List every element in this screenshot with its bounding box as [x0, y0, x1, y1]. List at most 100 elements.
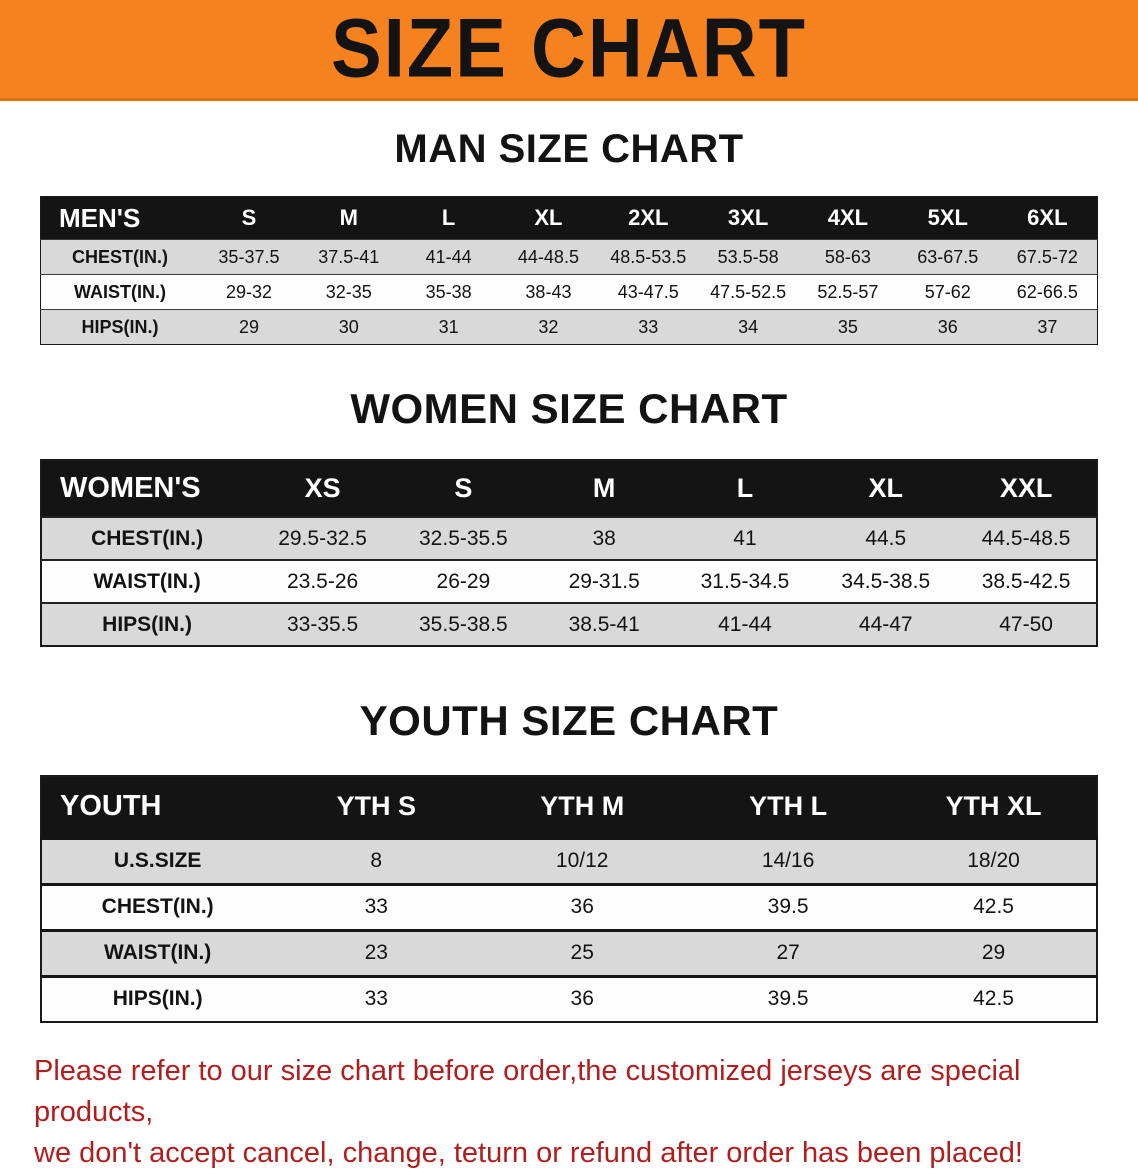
size-header-cell: YTH L — [685, 776, 892, 838]
measurement-cell: 38.5-42.5 — [956, 559, 1097, 603]
measurement-cell: 29 — [199, 309, 299, 345]
size-header-cell: L — [674, 460, 816, 517]
measurement-cell: 58-63 — [798, 239, 898, 275]
measurement-cell: 23.5-26 — [252, 559, 393, 603]
size-header-cell: S — [392, 460, 534, 517]
size-header-cell: XL — [815, 460, 957, 517]
measurement-cell: 10/12 — [479, 836, 686, 884]
measurement-cell: 29 — [891, 928, 1097, 976]
measurement-cell: 63-67.5 — [897, 239, 998, 275]
size-header-cell: YTH M — [479, 776, 686, 838]
measurement-cell: 25 — [479, 928, 686, 976]
table-row: HIPS(IN.) 33 36 39.5 42.5 — [41, 974, 1097, 1022]
measurement-cell: 35.5-38.5 — [392, 602, 534, 646]
measurement-cell: 41-44 — [398, 239, 499, 275]
measurement-cell: 36 — [479, 882, 686, 930]
measurement-cell: 34 — [698, 309, 799, 345]
measurement-cell: 37.5-41 — [298, 239, 399, 275]
table-header-row: WOMEN'S XS S M L XL XXL — [41, 460, 1097, 517]
table-row: U.S.SIZE 8 10/12 14/16 18/20 — [41, 836, 1097, 884]
measurement-cell: 33-35.5 — [252, 602, 393, 646]
measurement-cell: 29-31.5 — [533, 559, 675, 603]
measurement-cell: 44-47 — [815, 602, 957, 646]
measurement-cell: 31.5-34.5 — [674, 559, 816, 603]
women-size-table: WOMEN'S XS S M L XL XXL CHEST(IN.) 29.5-32.5 32.5… — [40, 459, 1098, 647]
measurement-cell: 67.5-72 — [997, 239, 1098, 275]
size-header-cell: S — [199, 196, 299, 240]
youth-size-heading: YOUTH SIZE CHART — [359, 697, 779, 744]
measurement-cell: 38.5-41 — [533, 602, 675, 646]
measurement-cell: 23 — [273, 928, 480, 976]
table-header-row: MEN'S S M L XL 2XL 3XL 4XL 5XL 6XL — [40, 196, 1098, 240]
table-row: HIPS(IN.) 33-35.5 35.5-38.5 38.5-41 41-44 44-… — [41, 602, 1097, 646]
row-label-cell: WAIST(IN.) — [40, 274, 200, 310]
measurement-cell: 32 — [498, 309, 599, 345]
row-label-cell: HIPS(IN.) — [41, 602, 253, 646]
measurement-cell: 47.5-52.5 — [698, 274, 799, 310]
measurement-cell: 34.5-38.5 — [815, 559, 957, 603]
women-size-section: WOMEN SIZE CHART WOMEN'S XS S M L XL XXL CHEST(… — [0, 385, 1138, 647]
men-size-table: MEN'S S M L XL 2XL 3XL 4XL 5XL 6XL CHEST(IN.) 35-37… — [40, 196, 1098, 345]
measurement-cell: 57-62 — [897, 274, 998, 310]
row-label-cell: WAIST(IN.) — [41, 928, 274, 976]
size-header-cell: M — [298, 196, 399, 240]
table-row: CHEST(IN.) 35-37.5 37.5-41 41-44 44-48.5 48.5… — [40, 239, 1098, 275]
size-chart-title: SIZE CHART — [331, 1, 807, 96]
size-header-cell: 6XL — [997, 196, 1098, 240]
table-title-cell: MEN'S — [40, 196, 200, 240]
table-row: WAIST(IN.) 23 25 27 29 — [41, 928, 1097, 976]
table-row: WAIST(IN.) 29-32 32-35 35-38 38-43 43-47.5 47.… — [40, 274, 1098, 310]
measurement-cell: 33 — [598, 309, 699, 345]
measurement-cell: 29-32 — [199, 274, 299, 310]
row-label-cell: HIPS(IN.) — [40, 309, 200, 345]
size-chart-banner: SIZE CHART — [0, 0, 1138, 101]
measurement-cell: 33 — [273, 974, 480, 1022]
measurement-cell: 37 — [997, 309, 1098, 345]
measurement-cell: 29.5-32.5 — [252, 516, 393, 560]
measurement-cell: 38-43 — [498, 274, 599, 310]
measurement-cell: 18/20 — [891, 836, 1097, 884]
disclaimer: Please refer to our size chart before or… — [34, 1051, 1106, 1175]
measurement-cell: 27 — [685, 928, 892, 976]
row-label-cell: CHEST(IN.) — [41, 516, 253, 560]
size-header-cell: XS — [252, 460, 393, 517]
table-row: CHEST(IN.) 33 36 39.5 42.5 — [41, 882, 1097, 930]
table-title-cell: WOMEN'S — [41, 460, 253, 517]
youth-size-table: YOUTH YTH S YTH M YTH L YTH XL U.S.SIZE 8 10/12… — [40, 775, 1098, 1023]
measurement-cell: 44-48.5 — [498, 239, 599, 275]
measurement-cell: 36 — [479, 974, 686, 1022]
measurement-cell: 44.5-48.5 — [956, 516, 1097, 560]
measurement-cell: 62-66.5 — [997, 274, 1098, 310]
measurement-cell: 35 — [798, 309, 898, 345]
measurement-cell: 43-47.5 — [598, 274, 699, 310]
table-row: HIPS(IN.) 29 30 31 32 33 34 35 36 37 — [40, 309, 1098, 345]
measurement-cell: 42.5 — [891, 974, 1097, 1022]
size-header-cell: YTH XL — [891, 776, 1097, 838]
size-header-cell: 5XL — [897, 196, 998, 240]
measurement-cell: 39.5 — [685, 882, 892, 930]
size-header-cell: M — [533, 460, 675, 517]
measurement-cell: 41 — [674, 516, 816, 560]
measurement-cell: 48.5-53.5 — [598, 239, 699, 275]
table-row: CHEST(IN.) 29.5-32.5 32.5-35.5 38 41 44.5 44.5… — [41, 516, 1097, 560]
measurement-cell: 14/16 — [685, 836, 892, 884]
measurement-cell: 35-38 — [398, 274, 499, 310]
size-header-cell: 3XL — [698, 196, 799, 240]
row-label-cell: CHEST(IN.) — [41, 882, 274, 930]
disclaimer-line-2: we don't accept cancel, change, teturn o… — [34, 1137, 1023, 1170]
women-size-heading: WOMEN SIZE CHART — [350, 385, 788, 432]
measurement-cell: 32-35 — [298, 274, 399, 310]
measurement-cell: 44.5 — [815, 516, 957, 560]
measurement-cell: 32.5-35.5 — [392, 516, 534, 560]
row-label-cell: CHEST(IN.) — [40, 239, 200, 275]
row-label-cell: WAIST(IN.) — [41, 559, 253, 603]
man-size-section: MAN SIZE CHART MEN'S S M L XL 2XL 3XL 4XL 5XL 6XL… — [0, 127, 1138, 345]
disclaimer-line-1: Please refer to our size chart before or… — [34, 1055, 1021, 1129]
row-label-cell: HIPS(IN.) — [41, 974, 274, 1022]
size-header-cell: 4XL — [798, 196, 898, 240]
measurement-cell: 35-37.5 — [199, 239, 299, 275]
size-header-cell: YTH S — [273, 776, 480, 838]
size-header-cell: XL — [498, 196, 599, 240]
measurement-cell: 8 — [273, 836, 480, 884]
measurement-cell: 33 — [273, 882, 480, 930]
